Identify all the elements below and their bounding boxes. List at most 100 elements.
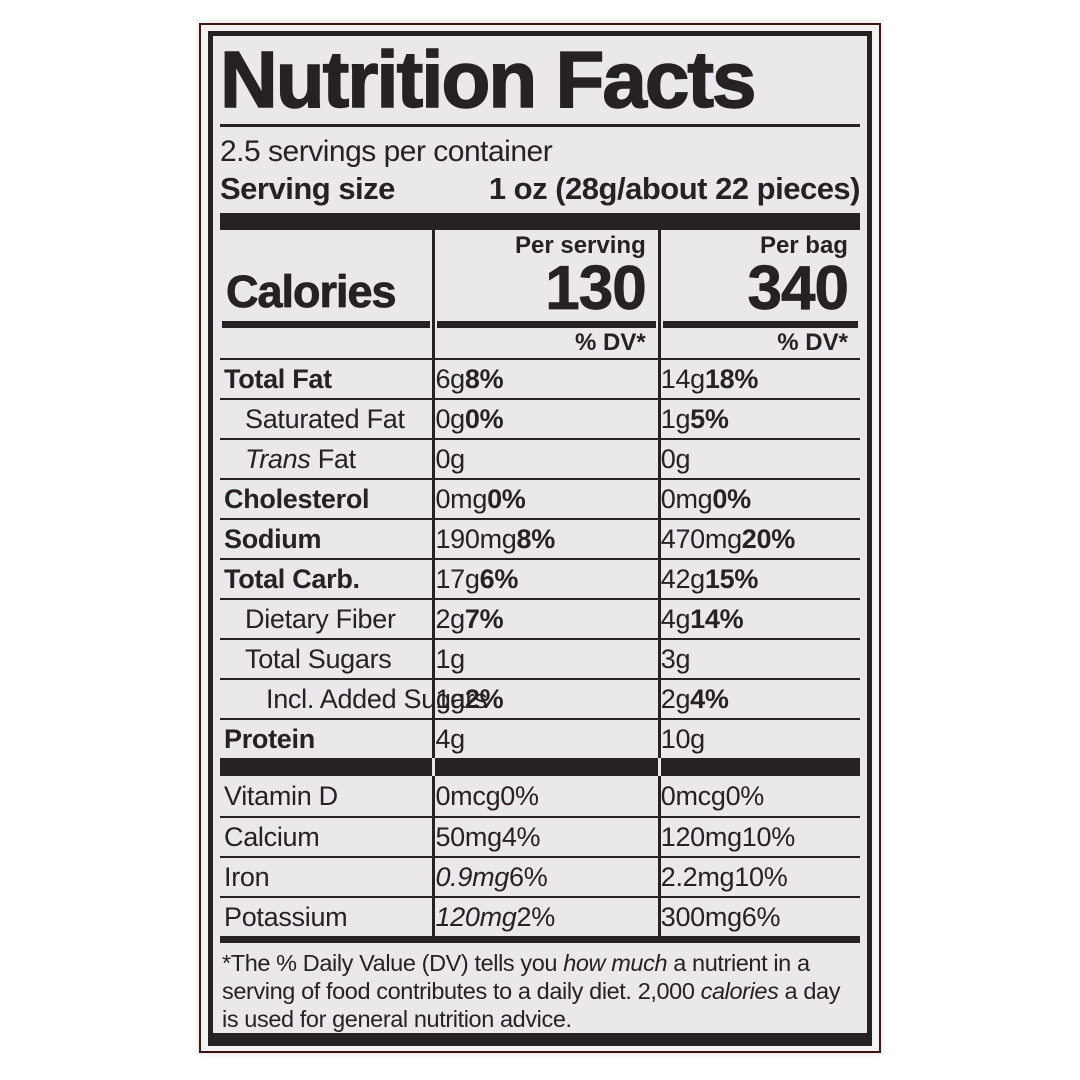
nutrient-name: Calcium [224, 821, 320, 852]
amount-per-bag: 2g [660, 683, 691, 714]
amount-per-bag: 4g [660, 603, 691, 634]
serving-size-label: Serving size [220, 170, 395, 206]
amount-per-serving: 1g [435, 643, 465, 674]
dv-per-bag: 6% [741, 901, 781, 932]
dv-per-bag: 0% [725, 780, 765, 811]
amount-per-serving: 1g [435, 683, 465, 714]
nutrient-row: Potassium 120mg 2% 300mg 6% [220, 896, 860, 937]
dv-per-bag: 10% [741, 821, 795, 852]
amount-per-bag: 42g [660, 563, 705, 594]
nutrient-name: Vitamin D [224, 780, 338, 811]
nutrient-row: Trans Fat 0g 0g [220, 438, 860, 479]
section-divider-bar [220, 212, 860, 231]
amount-per-bag: 10g [660, 723, 705, 754]
dv-per-bag: 14% [690, 603, 744, 634]
nutrient-row: Iron 0.9mg 6% 2.2mg 10% [220, 856, 860, 897]
nutrient-name: Dietary Fiber [245, 603, 396, 634]
amount-per-serving: 2g [435, 603, 465, 634]
dv-per-serving: 0% [487, 483, 526, 514]
dv-per-bag: 18% [704, 363, 759, 394]
nutrient-row: Cholesterol 0mg 0% 0mg 0% [220, 478, 860, 519]
nutrient-row: Incl. Added Sugars 1g 2% 2g 4% [220, 678, 860, 719]
calories-per-bag-value: 340 [747, 254, 849, 324]
serving-size-row: Serving size 1 oz (28g/about 22 pieces) [220, 170, 861, 213]
dv-per-serving: 8% [464, 363, 504, 394]
amount-per-serving: 6g [435, 363, 465, 394]
amount-per-serving: 190mg [435, 523, 517, 554]
amount-per-serving: 50mg [435, 821, 502, 852]
dv-per-bag: 5% [690, 403, 729, 434]
calories-rule [437, 321, 656, 329]
nutrient-name: Iron [224, 861, 270, 892]
dv-per-bag: 0% [712, 483, 751, 514]
nutrient-row: Vitamin D 0mcg 0% 0mcg 0% [220, 776, 860, 817]
nutrient-name: Sodium [224, 523, 322, 554]
dv-per-serving: 0% [464, 403, 504, 434]
title-rule [220, 124, 860, 127]
dv-per-serving: 7% [464, 603, 504, 634]
amount-per-serving: 17g [435, 563, 480, 594]
dv-per-serving: 6% [479, 563, 519, 594]
amount-per-bag: 14g [660, 363, 705, 394]
nutrient-name: Total Carb. [224, 563, 360, 594]
amount-per-serving: 0g [435, 403, 465, 434]
amount-per-serving: 0g [435, 443, 465, 474]
dv-header-bag: % DV* [777, 329, 848, 357]
per-serving-header: Per serving [515, 232, 646, 260]
nutrient-row: Dietary Fiber 2g 7% 4g 14% [220, 598, 860, 639]
amount-per-bag: 0mcg [660, 780, 726, 811]
nutrient-row: Total Fat 6g 8% 14g 18% [220, 358, 860, 399]
calories-section: Calories Per serving 130 Per bag 340 [220, 230, 860, 329]
calories-rule [222, 321, 431, 329]
dv-per-serving: 2% [464, 683, 504, 714]
dv-per-bag: 20% [741, 523, 795, 554]
nutrition-facts-panel: Nutrition Facts 2.5 servings per contain… [208, 31, 872, 1046]
nutrient-name: Trans Fat [245, 443, 356, 474]
amount-per-serving: 0mg [435, 483, 488, 514]
per-bag-header: Per bag [759, 232, 848, 260]
dv-per-bag: 10% [734, 861, 788, 892]
dv-per-bag: 4% [690, 683, 729, 714]
amount-per-bag: 0mg [660, 483, 713, 514]
nutrient-row: Calcium 50mg 4% 120mg 10% [220, 816, 860, 857]
calories-per-serving-cell: Per serving 130 [432, 230, 657, 329]
package-surface: Nutrition Facts 2.5 servings per contain… [199, 23, 881, 1053]
dv-per-serving: 6% [509, 861, 548, 892]
nutrient-name: Saturated Fat [245, 403, 405, 434]
panel-title: Nutrition Facts [219, 35, 757, 124]
nutrient-name: Protein [224, 723, 315, 754]
amount-per-bag: 470mg [660, 523, 742, 554]
nutrient-row: Total Sugars 1g 3g [220, 638, 860, 679]
nutrient-name: Cholesterol [224, 483, 370, 514]
calories-rule [662, 321, 858, 329]
dv-per-bag: 15% [704, 563, 759, 594]
section-divider-bar [220, 758, 860, 777]
amount-per-serving: 0mcg [435, 780, 501, 811]
nutrient-name: Total Sugars [245, 643, 392, 674]
calories-per-serving-value: 130 [545, 254, 647, 324]
nutrient-rows: Total Fat 6g 8% 14g 18% Saturated Fat 0g 0% 1g 5%… [220, 358, 860, 759]
amount-per-serving: 0.9mg [435, 861, 510, 892]
amount-per-bag: 3g [660, 643, 691, 674]
nutrient-name: Incl. Added Sugars [266, 683, 488, 714]
nutrient-row: Sodium 190mg 8% 470mg 20% [220, 518, 860, 559]
micronutrient-rows: Vitamin D 0mcg 0% 0mcg 0% Calcium 50mg 4% 120mg 1… [220, 776, 860, 937]
dv-per-serving: 8% [516, 523, 556, 554]
serving-size-value: 1 oz (28g/about 22 pieces) [488, 170, 861, 206]
dv-per-serving: 4% [501, 821, 541, 852]
dv-per-serving: 0% [500, 780, 539, 811]
amount-per-bag: 0g [660, 443, 691, 474]
calories-word-cell: Calories [220, 230, 432, 329]
amount-per-serving: 4g [435, 723, 465, 754]
calories-per-bag-cell: Per bag 340 [657, 230, 860, 329]
nutrient-row: Saturated Fat 0g 0% 1g 5% [220, 398, 860, 439]
nutrient-row: Protein 4g 10g [220, 718, 860, 759]
dv-header-serving: % DV* [575, 329, 646, 357]
nutrient-row: Total Carb. 17g 6% 42g 15% [220, 558, 860, 599]
nutrient-name: Total Fat [224, 363, 332, 394]
nutrient-name: Potassium [224, 901, 348, 932]
dv-per-serving: 2% [516, 901, 556, 932]
amount-per-serving: 120mg [435, 901, 517, 932]
footnote-divider-bar [220, 936, 860, 944]
calories-word: Calories [226, 266, 397, 318]
